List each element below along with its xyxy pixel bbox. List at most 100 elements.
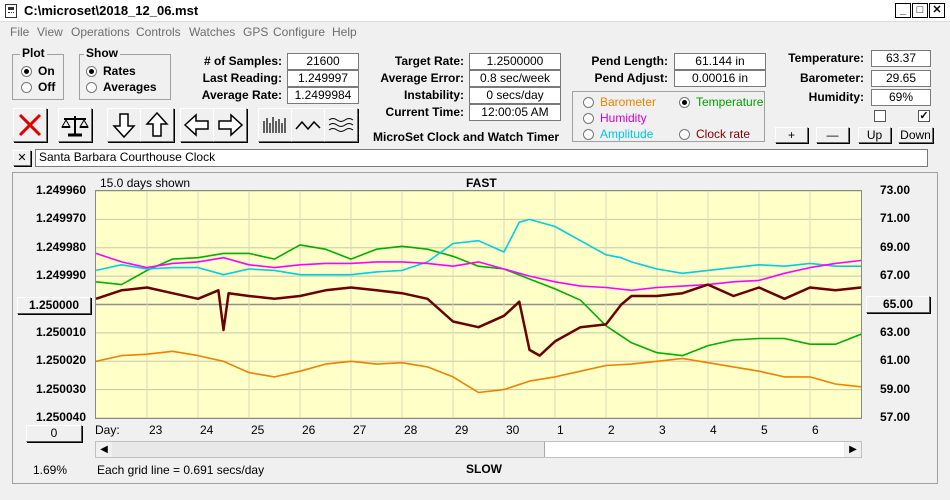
app-name-label: MicroSet Clock and Watch Timer — [373, 130, 560, 144]
amplitude-radio[interactable] — [583, 129, 594, 140]
plot-area[interactable] — [95, 190, 862, 419]
rate-chart — [96, 191, 861, 418]
x-tick-label: 24 — [200, 423, 214, 437]
chart-scrollbar[interactable]: ◀ ▶ — [95, 441, 862, 458]
percent-label: 1.69% — [33, 463, 68, 477]
y-left-tick-label: 1.249990 — [35, 268, 86, 283]
y-left-tick-label: 1.250030 — [35, 381, 86, 396]
show-group — [79, 54, 171, 100]
temperature-value: 63.37 — [871, 50, 931, 67]
balance-button[interactable] — [58, 108, 92, 142]
sensor-select-group — [572, 91, 765, 142]
series-line-4 — [96, 350, 861, 394]
close-button[interactable]: ✕ — [929, 3, 945, 18]
x-tick-label: 30 — [506, 423, 520, 437]
wave-graph-icon — [328, 118, 354, 132]
line-graph-icon — [295, 120, 321, 131]
wave-graph-button[interactable] — [324, 108, 358, 142]
series-line-2 — [96, 218, 861, 276]
series-line-0 — [96, 283, 861, 357]
barometer-radio[interactable] — [583, 97, 594, 108]
x-tick-label: 6 — [812, 423, 819, 437]
right-checkbox[interactable]: ✓ — [918, 110, 930, 122]
scroll-right-button[interactable]: ▶ — [845, 442, 861, 457]
temperature-option-label: Temperature — [696, 95, 764, 109]
samples-label: # of Samples: — [203, 54, 282, 68]
humidity-value: 69% — [871, 89, 931, 106]
menu-help[interactable]: Help — [332, 25, 357, 39]
minimize-button[interactable]: _ — [895, 3, 911, 18]
scroll-thumb[interactable] — [544, 442, 844, 457]
samples-value: 21600 — [287, 53, 359, 70]
menu-gps[interactable]: GPS — [243, 25, 269, 39]
day-axis-label: Day: — [95, 423, 120, 437]
app-icon[interactable] — [5, 4, 17, 18]
plot-on-radio[interactable] — [21, 66, 32, 77]
grid-note-label: Each grid line = 0.691 secs/day — [97, 463, 265, 477]
y-right-tick-label: 61.00 — [879, 353, 910, 368]
x-tick-label: 3 — [659, 423, 666, 437]
average-rate-value: 1.2499984 — [287, 87, 359, 104]
left-checkbox[interactable] — [874, 110, 886, 122]
line-graph-button[interactable] — [291, 108, 325, 142]
chart-frame — [12, 172, 938, 484]
shift-left-button[interactable] — [180, 108, 214, 142]
clock-name-input[interactable]: Santa Barbara Courthouse Clock — [35, 149, 928, 167]
y-right-tick-label: 71.00 — [879, 211, 910, 226]
series-line-1 — [96, 252, 861, 292]
arrow-up-icon — [145, 111, 169, 137]
fast-label: FAST — [466, 176, 497, 190]
scroll-left-button[interactable]: ◀ — [96, 442, 112, 457]
pend-length-value: 61.144 in — [674, 53, 766, 70]
show-averages-radio[interactable] — [86, 82, 97, 93]
scale-up-button[interactable]: Up — [858, 127, 891, 143]
menu-configure[interactable]: Configure — [273, 25, 326, 39]
barometer-value: 29.65 — [871, 70, 931, 87]
x-tick-label: 1 — [557, 423, 564, 437]
temperature-radio[interactable] — [679, 97, 690, 108]
plot-group-title: Plot — [20, 46, 47, 60]
pend-adjust-label: Pend Adjust: — [594, 71, 668, 85]
menu-operations[interactable]: Operations — [71, 25, 130, 39]
shift-down-button[interactable] — [107, 108, 141, 142]
menu-watches[interactable]: Watches — [189, 25, 236, 39]
offset-button[interactable]: 0 — [26, 425, 82, 442]
humidity-option-label: Humidity — [600, 111, 647, 125]
x-tick-label: 2 — [608, 423, 615, 437]
y-right-tick-label: 63.00 — [879, 324, 910, 339]
target-rate-value: 1.2500000 — [469, 53, 561, 70]
stop-button[interactable] — [13, 108, 47, 142]
barometer-label: Barometer: — [799, 71, 864, 85]
instability-value: 0 secs/day — [469, 87, 561, 104]
center-temp-button[interactable]: 65.00 — [866, 296, 930, 313]
menu-controls[interactable]: Controls — [136, 25, 181, 39]
humidity-label: Humidity: — [808, 90, 864, 104]
x-tick-label: 26 — [302, 423, 316, 437]
menu-view[interactable]: View — [37, 25, 63, 39]
shift-up-button[interactable] — [140, 108, 174, 142]
clock-rate-option-label: Clock rate — [696, 127, 751, 141]
temperature-label: Temperature: — [788, 51, 864, 65]
arrow-left-icon — [183, 113, 209, 137]
x-tick-label: 25 — [251, 423, 265, 437]
scale-plus-button[interactable]: + — [775, 127, 808, 143]
shift-right-button[interactable] — [213, 108, 247, 142]
average-rate-label: Average Rate: — [201, 88, 282, 102]
menu-file[interactable]: File — [10, 25, 30, 39]
scale-down-button[interactable]: Down — [898, 127, 933, 143]
center-rate-button[interactable]: 1.250000 — [17, 297, 91, 314]
maximize-button[interactable]: □ — [912, 3, 928, 18]
show-rates-radio[interactable] — [86, 66, 97, 77]
x-tick-label: 23 — [149, 423, 163, 437]
title-bar: C:\microset\2018_12_06.mst _ □ ✕ — [0, 0, 950, 22]
bar-graph-button[interactable] — [258, 108, 292, 142]
y-left-tick-label: 1.249980 — [35, 239, 86, 254]
clear-name-button[interactable]: ✕ — [13, 150, 31, 166]
plot-off-radio[interactable] — [21, 82, 32, 93]
clock-rate-radio[interactable] — [679, 129, 690, 140]
y-right-tick-label: 59.00 — [879, 381, 910, 396]
scale-minus-button[interactable]: — — [816, 127, 849, 143]
instability-label: Instability: — [403, 88, 464, 102]
plot-on-label: On — [38, 64, 55, 78]
humidity-radio[interactable] — [583, 113, 594, 124]
